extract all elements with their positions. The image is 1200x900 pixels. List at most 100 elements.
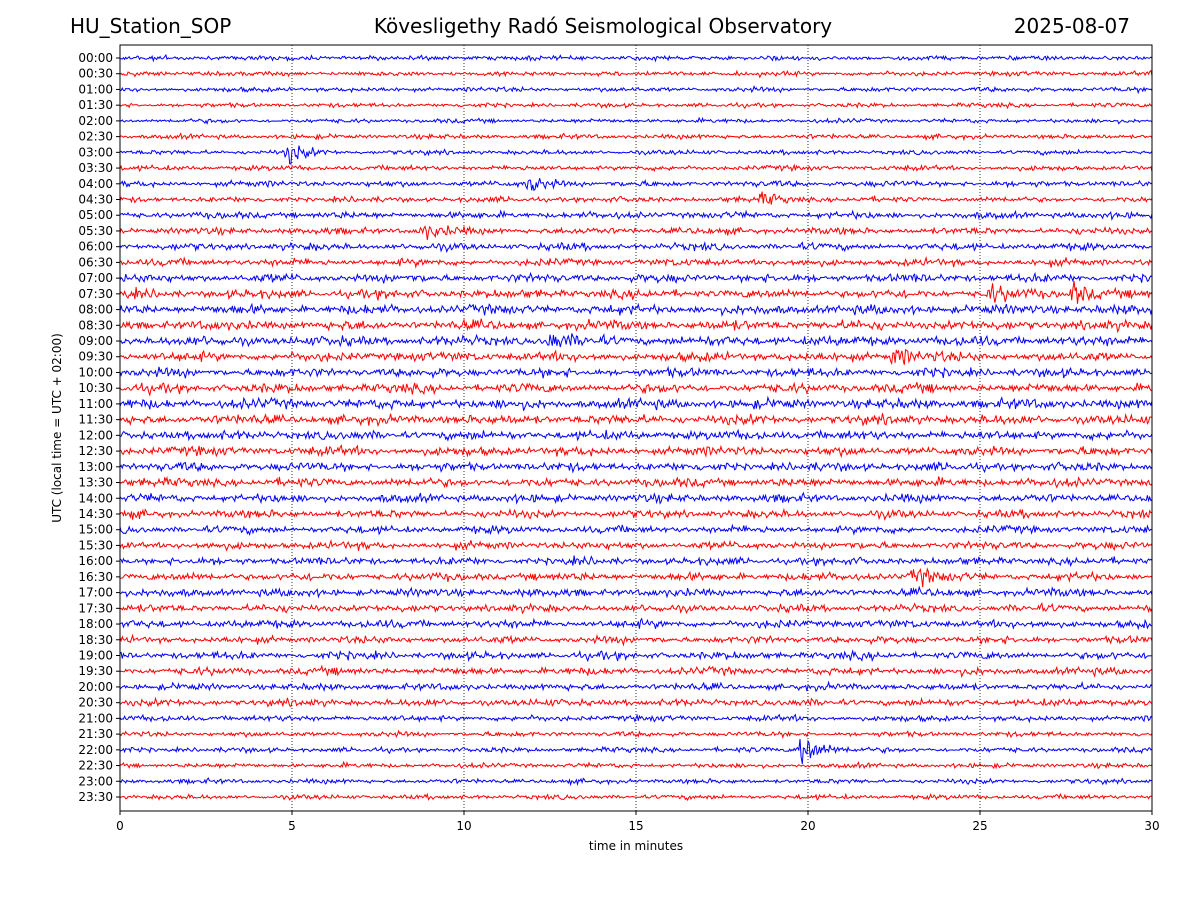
seismic-trace-0730: [119, 280, 1153, 304]
seismic-trace-0830: [119, 318, 1153, 333]
y-tick-label: 16:00: [78, 554, 113, 568]
seismic-trace-0330: [119, 163, 1153, 173]
y-tick-label: 06:00: [78, 240, 113, 254]
seismic-trace-0900: [119, 333, 1153, 348]
seismic-trace-0700: [119, 271, 1153, 284]
y-tick-label: 20:00: [78, 680, 113, 694]
y-tick-label: 02:30: [78, 130, 113, 144]
y-tick-label: 23:30: [78, 790, 113, 804]
y-tick-label: 16:30: [78, 570, 113, 584]
seismic-trace-1130: [119, 413, 1153, 428]
seismic-trace-1700: [120, 585, 1153, 599]
seismic-trace-1000: [119, 365, 1153, 380]
y-tick-label: 11:00: [78, 397, 113, 411]
seismic-trace-1800: [119, 617, 1153, 631]
y-tick-label: 07:30: [78, 287, 113, 301]
y-tick-label: 23:00: [78, 774, 113, 788]
y-tick-label: 03:30: [78, 161, 113, 175]
y-tick-label: 05:30: [78, 224, 113, 238]
seismic-trace-1100: [119, 395, 1153, 411]
seismic-trace-1300: [119, 461, 1153, 474]
seismic-trace-1630: [119, 567, 1153, 588]
y-tick-label: 10:00: [78, 365, 113, 379]
y-tick-label: 15:00: [78, 523, 113, 537]
y-tick-label: 12:00: [78, 428, 113, 442]
seismic-trace-2200: [119, 738, 1153, 764]
seismic-trace-0200: [119, 116, 1153, 125]
seismic-trace-0100: [119, 85, 1153, 95]
seismic-trace-2030: [119, 696, 1153, 708]
y-tick-label: 17:30: [78, 601, 113, 615]
y-tick-label: 21:00: [78, 711, 113, 725]
seismic-trace-1200: [119, 428, 1153, 442]
y-tick-label: 10:30: [78, 381, 113, 395]
y-tick-label: 09:30: [78, 350, 113, 364]
x-tick-label: 20: [800, 819, 815, 833]
seismic-trace-1500: [119, 523, 1152, 537]
y-tick-label: 05:00: [78, 208, 113, 222]
seismic-trace-1330: [119, 475, 1153, 489]
y-tick-label: 19:30: [78, 664, 113, 678]
x-tick-labels: 0 5 10 15 20 25 30: [116, 811, 1160, 833]
y-tick-label: 08:30: [78, 318, 113, 332]
seismic-trace-0800: [119, 302, 1153, 317]
y-axis-label: UTC (local time = UTC + 02:00): [50, 333, 64, 523]
station-name: HU_Station_SOP: [70, 14, 232, 38]
x-tick-label: 30: [1144, 819, 1159, 833]
y-tick-label: 20:30: [78, 696, 113, 710]
grid-lines: [291, 45, 981, 811]
y-tick-label: 22:30: [78, 759, 113, 773]
x-tick-label: 0: [116, 819, 124, 833]
seismic-trace-0400: [120, 178, 1153, 192]
y-tick-label: 04:30: [78, 193, 113, 207]
observatory-title: Kövesligethy Radó Seismological Observat…: [373, 14, 833, 38]
seismic-trace-2300: [119, 777, 1153, 787]
seismic-trace-1830: [119, 633, 1153, 647]
y-tick-label: 00:00: [78, 51, 113, 65]
seismic-trace-1430: [119, 507, 1153, 521]
y-tick-label: 01:00: [78, 82, 113, 96]
y-tick-label: 06:30: [78, 255, 113, 269]
y-tick-label: 02:00: [78, 114, 113, 128]
y-tick-label: 03:00: [78, 145, 113, 159]
seismic-trace-2100: [119, 713, 1153, 724]
y-tick-label: 21:30: [78, 727, 113, 741]
y-tick-label: 22:00: [78, 743, 113, 757]
seismic-trace-2000: [119, 680, 1153, 693]
seismic-trace-1530: [119, 538, 1153, 552]
x-tick-label: 25: [972, 819, 987, 833]
x-tick-label: 15: [628, 819, 643, 833]
y-tick-label: 04:00: [78, 177, 113, 191]
y-tick-label: 18:00: [78, 617, 113, 631]
y-tick-label: 13:30: [78, 476, 113, 490]
seismic-trace-1030: [119, 381, 1153, 397]
x-tick-label: 5: [288, 819, 296, 833]
y-tick-label: 01:30: [78, 98, 113, 112]
seismic-trace-0600: [119, 240, 1153, 254]
seismic-trace-0030: [119, 69, 1153, 79]
seismic-trace-1900: [119, 649, 1153, 663]
seismic-trace-1230: [119, 444, 1153, 459]
seismic-trace-2230: [119, 760, 1153, 770]
seismic-trace-1600: [119, 555, 1153, 568]
y-tick-label: 18:30: [78, 633, 113, 647]
seismic-trace-2330: [119, 792, 1153, 802]
seismic-trace-0300: [119, 145, 1153, 165]
y-tick-label: 11:30: [78, 413, 113, 427]
seismic-traces: [119, 53, 1153, 802]
x-axis-label: time in minutes: [589, 839, 683, 853]
y-tick-label: 00:30: [78, 67, 113, 81]
seismic-trace-2130: [119, 729, 1153, 740]
seismic-trace-0930: [119, 349, 1153, 366]
y-tick-label: 15:30: [78, 538, 113, 552]
seismic-trace-0230: [119, 132, 1153, 142]
y-tick-label: 07:00: [78, 271, 113, 285]
seismic-trace-1730: [119, 601, 1153, 615]
seismic-trace-1400: [119, 491, 1153, 505]
y-tick-label: 09:00: [78, 334, 113, 348]
y-tick-label: 13:00: [78, 460, 113, 474]
seismic-trace-0430: [119, 191, 1153, 205]
seismic-trace-0530: [119, 225, 1153, 241]
